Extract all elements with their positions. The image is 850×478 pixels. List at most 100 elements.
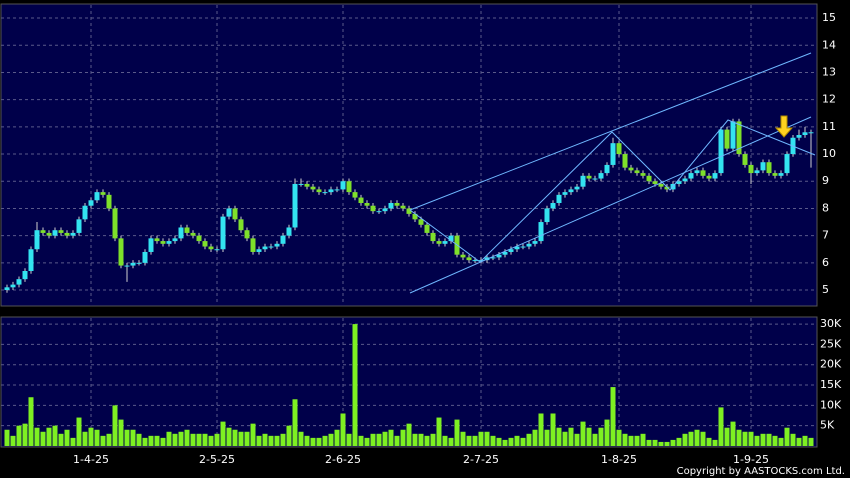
volume-bar [724, 427, 730, 446]
candle-body [514, 246, 520, 250]
candle-body [28, 249, 34, 272]
volume-bar [238, 431, 244, 446]
signal-arrow [774, 115, 794, 138]
candle-body [190, 232, 196, 236]
x-tick-label: 1-9-25 [733, 453, 769, 466]
candle-body [16, 279, 22, 285]
channel-lower [409, 116, 812, 294]
candle-body [394, 203, 400, 206]
volume-bar [412, 433, 418, 446]
volume-bar [268, 435, 274, 446]
volume-bar [10, 435, 16, 446]
candle-body [664, 186, 670, 190]
volume-bar [676, 437, 682, 446]
volume-tick-label: 30K [820, 317, 842, 330]
candle-body [238, 219, 244, 231]
candle-body [652, 181, 658, 184]
candle-body [646, 175, 652, 182]
volume-bar [322, 435, 328, 446]
x-tick-label: 1-4-25 [73, 453, 109, 466]
candle-body [34, 230, 40, 250]
candle-body [424, 224, 430, 233]
y-tick-label: 5 [822, 283, 829, 296]
volume-bar [370, 433, 376, 446]
volume-bar [556, 427, 562, 446]
candle-body [196, 235, 202, 242]
candle-body [754, 170, 760, 174]
volume-bar [430, 433, 436, 446]
volume-bar [766, 433, 772, 446]
candle-body [82, 205, 88, 220]
candle-body [400, 205, 406, 209]
y-tick-label: 11 [822, 120, 836, 133]
volume-bar [154, 435, 160, 446]
volume-bar [148, 435, 154, 446]
y-tick-label: 6 [822, 256, 829, 269]
volume-bar [88, 427, 94, 446]
candle-body [370, 205, 376, 212]
volume-tick-label: 20K [820, 358, 842, 371]
candle-body [568, 189, 574, 193]
volume-bar [754, 435, 760, 446]
volume-bar [700, 431, 706, 446]
volume-tick-label: 5K [820, 419, 835, 432]
candle-body [592, 178, 598, 180]
candle-body [748, 164, 754, 174]
candle-body [4, 287, 10, 291]
volume-bar [634, 435, 640, 446]
volume-bar [682, 433, 688, 446]
volume-bar [574, 433, 580, 446]
volume-bar [136, 433, 142, 446]
volume-bar [736, 429, 742, 446]
volume-bar [286, 425, 292, 446]
candle-body [328, 189, 334, 193]
candle-body [232, 208, 238, 220]
candle-body [274, 243, 280, 247]
volume-bar [760, 433, 766, 446]
volume-bar [544, 429, 550, 446]
candle-body [532, 241, 538, 244]
volume-bar [610, 387, 616, 446]
volume-bar [514, 435, 520, 446]
y-tick-label: 15 [822, 11, 836, 24]
candle-body [430, 232, 436, 242]
volume-bar [640, 433, 646, 446]
volume-bar [40, 431, 46, 446]
volume-bar [532, 429, 538, 446]
volume-bar [466, 435, 472, 446]
candle-body [466, 257, 472, 261]
volume-bar [46, 427, 52, 446]
price-panel [0, 3, 818, 307]
volume-bar [208, 435, 214, 446]
volume-bar [130, 429, 136, 446]
volume-bar [538, 413, 544, 446]
candle-body [634, 170, 640, 174]
volume-bar [64, 429, 70, 446]
volume-bar [142, 437, 148, 446]
volume-bar [358, 435, 364, 446]
copyright: Copyright by AASTOCKS.com Ltd. [677, 466, 845, 477]
volume-bar [292, 399, 298, 446]
zigzag [409, 119, 816, 263]
candle-body [118, 238, 124, 266]
y-tick-label: 9 [822, 174, 829, 187]
candle-body [58, 230, 64, 233]
volume-bar [76, 417, 82, 446]
volume-tick-label: 15K [820, 378, 842, 391]
volume-bar [382, 431, 388, 446]
candle-body [214, 249, 220, 251]
candle-body [412, 213, 418, 220]
volume-bar [694, 429, 700, 446]
volume-bar [718, 407, 724, 446]
candle-body [334, 189, 340, 191]
volume-bar [94, 429, 100, 446]
candle-body [358, 197, 364, 204]
candle-body [220, 216, 226, 250]
volume-bar [298, 431, 304, 446]
volume-bar [706, 437, 712, 446]
candle-body [556, 194, 562, 204]
candle-body [166, 241, 172, 244]
volume-bar [262, 433, 268, 446]
volume-bar [652, 439, 658, 446]
volume-bar [280, 433, 286, 446]
